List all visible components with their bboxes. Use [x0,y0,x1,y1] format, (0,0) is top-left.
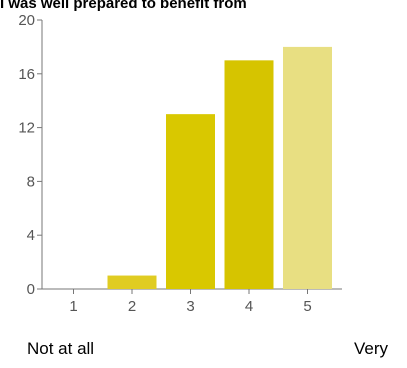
y-ticks: 0 4 8 12 16 20 [18,12,42,298]
y-tick-label: 0 [27,281,35,298]
scale-low-label: Not at all [27,339,95,358]
bar-3 [166,114,215,290]
y-tick-label: 12 [18,120,35,137]
bar-4 [224,60,274,289]
x-tick-label: 4 [245,298,253,315]
bar-5 [283,46,332,290]
y-tick-label: 8 [27,173,35,190]
y-tick-label: 20 [18,12,35,29]
y-tick-label: 16 [18,66,35,83]
x-tick-label: 3 [186,298,194,315]
y-tick-label: 4 [27,227,35,244]
x-tick-label: 1 [69,298,77,315]
scale-high-label: Very [354,339,389,358]
x-tick-label: 5 [303,298,311,315]
x-ticks: 1 2 3 4 5 [69,289,312,315]
x-tick-label: 2 [128,298,136,315]
bar-chart: I was well prepared to benefit from 0 4 8 1… [0,0,342,315]
chart-title: I was well prepared to benefit from [0,0,247,12]
bar-2 [107,275,157,289]
bars [107,46,332,290]
